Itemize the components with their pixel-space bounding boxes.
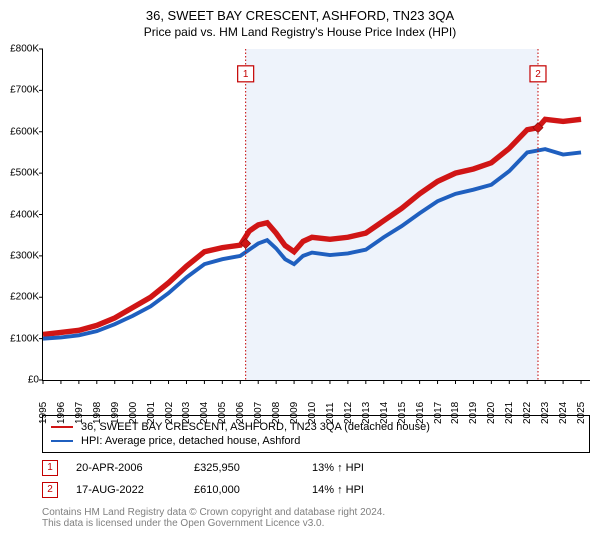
title-subtitle: Price paid vs. HM Land Registry's House … xyxy=(10,25,590,39)
y-tick-label: £700K xyxy=(1,85,39,96)
x-tick-label: 2025 xyxy=(576,402,587,424)
x-tick-label: 2016 xyxy=(415,402,426,424)
transaction-date: 17-AUG-2022 xyxy=(76,484,176,496)
x-tick-label: 2015 xyxy=(397,402,408,424)
x-tick-label: 2007 xyxy=(253,402,264,424)
legend-row: HPI: Average price, detached house, Ashf… xyxy=(51,434,581,448)
x-tick-label: 2006 xyxy=(235,402,246,424)
x-tick-label: 2002 xyxy=(164,402,175,424)
y-tick-label: £300K xyxy=(1,250,39,261)
x-tick-label: 2020 xyxy=(486,402,497,424)
x-tick-label: 2001 xyxy=(146,402,157,424)
plot-region: 12 £0£100K£200K£300K£400K£500K£600K£700K… xyxy=(42,49,590,381)
title-block: 36, SWEET BAY CRESCENT, ASHFORD, TN23 3Q… xyxy=(0,0,600,43)
transaction-delta: 13% ↑ HPI xyxy=(312,462,412,474)
y-tick-label: £200K xyxy=(1,292,39,303)
x-tick-label: 1998 xyxy=(92,402,103,424)
x-tick-label: 2024 xyxy=(558,402,569,424)
title-address: 36, SWEET BAY CRESCENT, ASHFORD, TN23 3Q… xyxy=(10,8,590,23)
y-tick-label: £400K xyxy=(1,209,39,220)
svg-text:1: 1 xyxy=(243,69,249,80)
legend-swatch xyxy=(51,440,73,441)
y-tick-label: £500K xyxy=(1,168,39,179)
transaction-delta: 14% ↑ HPI xyxy=(312,484,412,496)
chart-area: 12 £0£100K£200K£300K£400K£500K£600K£700K… xyxy=(42,49,590,409)
x-tick-label: 1996 xyxy=(56,402,67,424)
legend-swatch xyxy=(51,426,73,428)
x-tick-label: 2011 xyxy=(325,402,336,424)
transaction-price: £325,950 xyxy=(194,462,294,474)
x-tick-label: 2017 xyxy=(433,402,444,424)
chart-container: 36, SWEET BAY CRESCENT, ASHFORD, TN23 3Q… xyxy=(0,0,600,560)
transaction-price: £610,000 xyxy=(194,484,294,496)
y-tick-label: £600K xyxy=(1,126,39,137)
x-tick-label: 2012 xyxy=(343,402,354,424)
x-tick-label: 2021 xyxy=(504,402,515,424)
licence-line-2: This data is licensed under the Open Gov… xyxy=(42,518,590,529)
x-tick-label: 2000 xyxy=(128,402,139,424)
x-tick-label: 2014 xyxy=(379,402,390,424)
x-tick-label: 2019 xyxy=(468,402,479,424)
x-tick-label: 1999 xyxy=(110,402,121,424)
chart-overlay-svg: 12 xyxy=(43,49,590,380)
x-tick-label: 2008 xyxy=(271,402,282,424)
y-tick-label: £100K xyxy=(1,333,39,344)
transactions-table: 1 20-APR-2006 £325,950 13% ↑ HPI 2 17-AU… xyxy=(42,457,590,501)
x-tick-label: 2018 xyxy=(450,402,461,424)
x-axis-labels: 1995199619971998199920002001200220032004… xyxy=(42,381,590,409)
x-tick-label: 1995 xyxy=(38,402,49,424)
transaction-index-box: 2 xyxy=(42,482,58,498)
x-tick-label: 2004 xyxy=(199,402,210,424)
y-tick-label: £0 xyxy=(1,375,39,386)
transaction-row: 2 17-AUG-2022 £610,000 14% ↑ HPI xyxy=(42,479,590,501)
y-tick-label: £800K xyxy=(1,44,39,55)
x-tick-label: 2010 xyxy=(307,402,318,424)
svg-text:2: 2 xyxy=(535,69,541,80)
transaction-index-box: 1 xyxy=(42,460,58,476)
x-tick-label: 2003 xyxy=(181,402,192,424)
transaction-row: 1 20-APR-2006 £325,950 13% ↑ HPI xyxy=(42,457,590,479)
licence-text: Contains HM Land Registry data © Crown c… xyxy=(42,507,590,529)
x-tick-label: 1997 xyxy=(74,402,85,424)
x-tick-label: 2005 xyxy=(217,402,228,424)
x-tick-label: 2023 xyxy=(540,402,551,424)
x-tick-label: 2013 xyxy=(361,402,372,424)
legend-label: HPI: Average price, detached house, Ashf… xyxy=(81,435,300,447)
x-tick-label: 2022 xyxy=(522,402,533,424)
x-tick-label: 2009 xyxy=(289,402,300,424)
licence-line-1: Contains HM Land Registry data © Crown c… xyxy=(42,507,590,518)
transaction-date: 20-APR-2006 xyxy=(76,462,176,474)
